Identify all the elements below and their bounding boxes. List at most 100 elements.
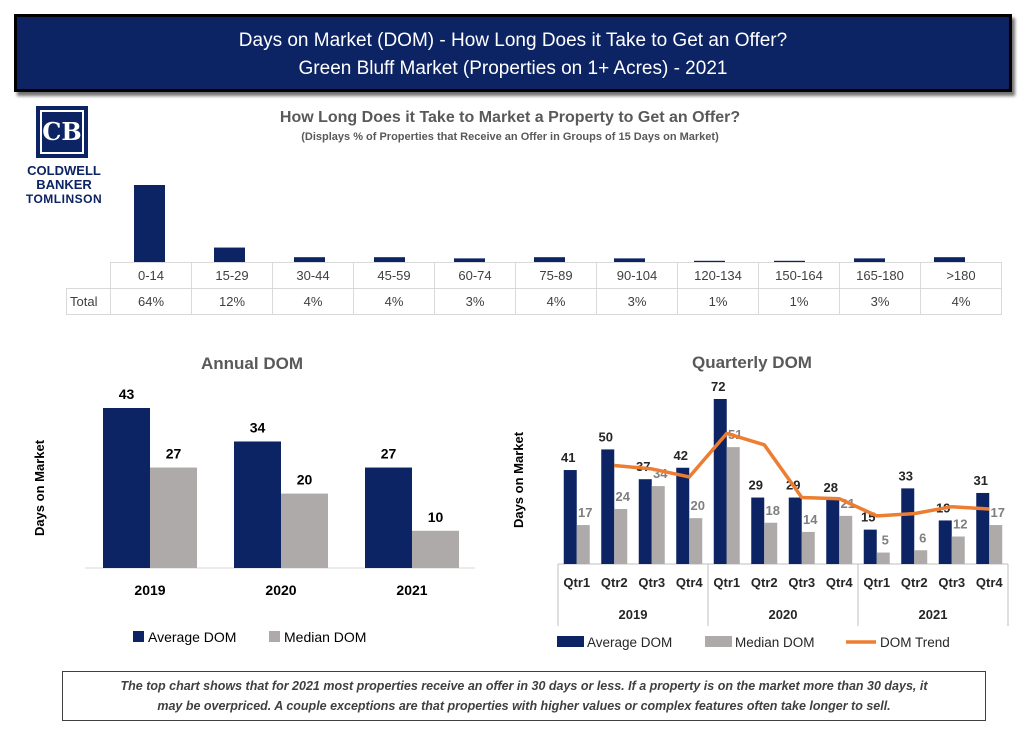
quarterly-dom-chart: Quarterly DOM Days on Market 41 17 Qtr1 50 24 Q… bbox=[511, 353, 1009, 650]
quarterly-bar-average bbox=[751, 497, 765, 564]
annual-data-label: 10 bbox=[428, 509, 444, 525]
dist-bar bbox=[374, 257, 405, 262]
table-value-cell: 4% bbox=[272, 288, 354, 315]
quarterly-bar-median bbox=[839, 515, 853, 564]
legend-swatch-median bbox=[705, 636, 732, 647]
quarterly-median-label: 24 bbox=[616, 489, 631, 504]
quarterly-bar-median bbox=[876, 552, 890, 564]
quarterly-average-label: 41 bbox=[561, 450, 575, 465]
quarterly-trend-line bbox=[614, 431, 990, 518]
table-value-cell: 1% bbox=[677, 288, 759, 315]
quarterly-quarter-label: Qtr1 bbox=[563, 575, 590, 590]
table-row-label: Total bbox=[66, 288, 111, 315]
distribution-bar-chart bbox=[134, 185, 965, 262]
quarterly-average-label: 33 bbox=[899, 468, 913, 483]
quarterly-quarter-label: Qtr1 bbox=[713, 575, 740, 590]
quarterly-average-label: 42 bbox=[674, 448, 688, 463]
annual-x-tick-label: 2019 bbox=[134, 582, 165, 598]
table-category-cell: 150-164 bbox=[758, 262, 840, 289]
header-title-line1: Days on Market (DOM) - How Long Does it … bbox=[238, 30, 788, 51]
quarterly-quarter-label: Qtr2 bbox=[751, 575, 778, 590]
coldwell-banker-logo: CB COLDWELL BANKER TOMLINSON bbox=[16, 106, 112, 206]
distribution-chart-title: How Long Does it Take to Market a Proper… bbox=[279, 109, 741, 126]
distribution-chart-subtitle: (Displays % of Properties that Receive a… bbox=[301, 131, 719, 143]
quarterly-median-label: 6 bbox=[919, 530, 926, 545]
table-value-row: Total 64% 12% 4% 4% 3% 4% 3% 1% 1% 3% 4% bbox=[66, 288, 1002, 315]
quarterly-quarter-label: Qtr4 bbox=[976, 575, 1004, 590]
table-value-cell: 4% bbox=[920, 288, 1002, 315]
quarterly-average-label: 50 bbox=[599, 429, 613, 444]
quarterly-median-label: 20 bbox=[691, 498, 705, 513]
quarterly-bar-median bbox=[614, 509, 628, 564]
legend-label-average: Average DOM bbox=[587, 635, 672, 650]
header-title-line2: Green Bluff Market (Properties on 1+ Acr… bbox=[298, 58, 728, 79]
table-value-cell: 64% bbox=[110, 288, 192, 315]
dist-bar bbox=[294, 257, 325, 262]
dist-bar bbox=[934, 257, 965, 262]
quarterly-bar-median bbox=[576, 525, 590, 564]
quarterly-bar-average bbox=[901, 488, 915, 564]
quarterly-average-label: 72 bbox=[711, 379, 725, 394]
legend-label-median: Median DOM bbox=[735, 635, 815, 650]
annual-data-label: 20 bbox=[297, 472, 313, 488]
quarterly-year-label: 2020 bbox=[769, 607, 798, 622]
annual-x-tick-label: 2020 bbox=[265, 582, 296, 598]
quarterly-year-label: 2021 bbox=[919, 607, 948, 622]
quarterly-median-label: 17 bbox=[991, 505, 1005, 520]
logo-monogram: CB bbox=[40, 110, 84, 154]
table-category-cell: >180 bbox=[920, 262, 1002, 289]
quarterly-bar-median bbox=[726, 447, 740, 564]
legend-label-trend: DOM Trend bbox=[880, 635, 950, 650]
quarterly-bar-average bbox=[713, 399, 727, 564]
table-corner bbox=[67, 263, 111, 289]
annual-y-axis-label: Days on Market bbox=[32, 439, 47, 536]
annual-bar bbox=[234, 441, 281, 568]
quarterly-quarter-label: Qtr3 bbox=[638, 575, 665, 590]
annual-data-label: 27 bbox=[381, 446, 397, 462]
quarterly-bar-average bbox=[863, 529, 877, 564]
quarterly-bar-average bbox=[638, 479, 652, 564]
quarterly-average-label: 29 bbox=[749, 478, 763, 493]
table-category-cell: 90-104 bbox=[596, 262, 678, 289]
quarterly-bar-average bbox=[676, 467, 690, 564]
dist-bar bbox=[454, 258, 485, 262]
quarterly-quarter-label: Qtr3 bbox=[788, 575, 815, 590]
quarterly-bar-median bbox=[651, 486, 665, 564]
quarterly-average-label: 31 bbox=[974, 473, 988, 488]
annual-bar bbox=[281, 493, 328, 568]
logo-line1: COLDWELL bbox=[27, 163, 101, 178]
table-category-row: 0-14 15-29 30-44 45-59 60-74 75-89 90-104 120-1… bbox=[67, 262, 1002, 289]
logo-line2: BANKER bbox=[36, 177, 92, 192]
table-category-cell: 60-74 bbox=[434, 262, 516, 289]
table-value-cell: 3% bbox=[434, 288, 516, 315]
quarterly-average-label: 28 bbox=[824, 480, 838, 495]
footer-note: The top chart shows that for 2021 most p… bbox=[62, 671, 986, 721]
quarterly-quarter-label: Qtr1 bbox=[863, 575, 890, 590]
table-value-cell: 1% bbox=[758, 288, 840, 315]
dist-bar bbox=[214, 247, 245, 262]
annual-bar bbox=[103, 408, 150, 568]
quarterly-bar-median bbox=[801, 531, 815, 564]
logo-wordmark: COLDWELL BANKER TOMLINSON bbox=[16, 163, 112, 207]
quarterly-median-label: 12 bbox=[953, 517, 967, 532]
quarterly-bar-median bbox=[689, 518, 703, 564]
quarterly-bar-median bbox=[764, 522, 778, 564]
table-category-cell: 0-14 bbox=[110, 262, 192, 289]
quarterly-bar-median bbox=[989, 525, 1003, 564]
legend-label-average: Average DOM bbox=[148, 629, 236, 645]
quarterly-y-axis-label: Days on Market bbox=[511, 431, 526, 528]
table-value-cell: 4% bbox=[353, 288, 435, 315]
annual-data-label: 27 bbox=[166, 446, 182, 462]
logo-line3: TOMLINSON bbox=[25, 192, 103, 206]
annual-bar bbox=[365, 467, 412, 568]
table-category-cell: 165-180 bbox=[839, 262, 921, 289]
table-value-cell: 12% bbox=[191, 288, 273, 315]
footer-note-line2: may be overpriced. A couple exceptions a… bbox=[157, 699, 891, 713]
quarterly-quarter-label: Qtr2 bbox=[901, 575, 928, 590]
table-category-cell: 45-59 bbox=[353, 262, 435, 289]
quarterly-bar-median bbox=[951, 536, 965, 564]
quarterly-year-label: 2019 bbox=[619, 607, 648, 622]
annual-chart-title: Annual DOM bbox=[201, 354, 303, 373]
annual-data-label: 43 bbox=[119, 386, 135, 402]
